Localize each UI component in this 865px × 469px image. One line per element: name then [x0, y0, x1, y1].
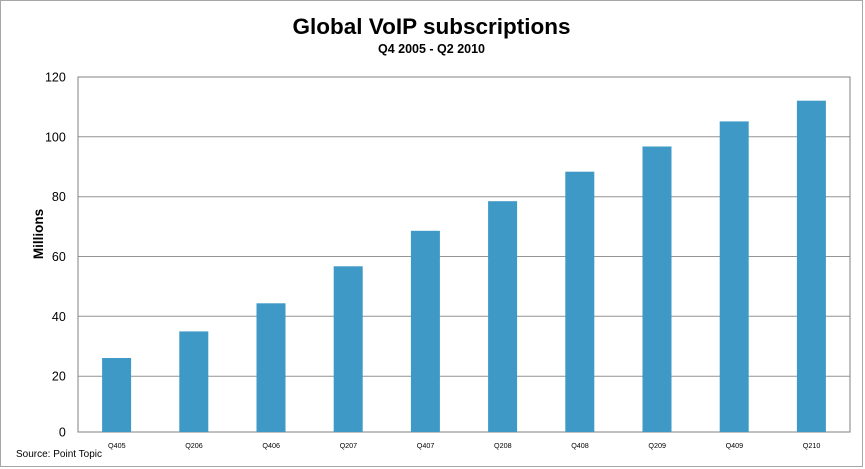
svg-text:80: 80 [52, 190, 66, 204]
svg-text:20: 20 [52, 370, 66, 384]
svg-text:Q408: Q408 [571, 441, 589, 450]
svg-text:Q406: Q406 [262, 441, 280, 450]
svg-text:Q206: Q206 [185, 441, 203, 450]
svg-text:Q405: Q405 [108, 441, 126, 450]
svg-text:Millions: Millions [31, 209, 46, 259]
svg-text:Q210: Q210 [803, 441, 821, 450]
svg-text:60: 60 [52, 250, 66, 264]
svg-text:Q409: Q409 [726, 441, 744, 450]
svg-text:100: 100 [45, 130, 66, 144]
svg-text:0: 0 [59, 426, 66, 440]
svg-text:Q207: Q207 [340, 441, 358, 450]
svg-text:40: 40 [52, 310, 66, 324]
svg-text:Q407: Q407 [417, 441, 435, 450]
svg-text:120: 120 [45, 71, 66, 85]
svg-text:Q209: Q209 [648, 441, 666, 450]
svg-text:Q208: Q208 [494, 441, 512, 450]
